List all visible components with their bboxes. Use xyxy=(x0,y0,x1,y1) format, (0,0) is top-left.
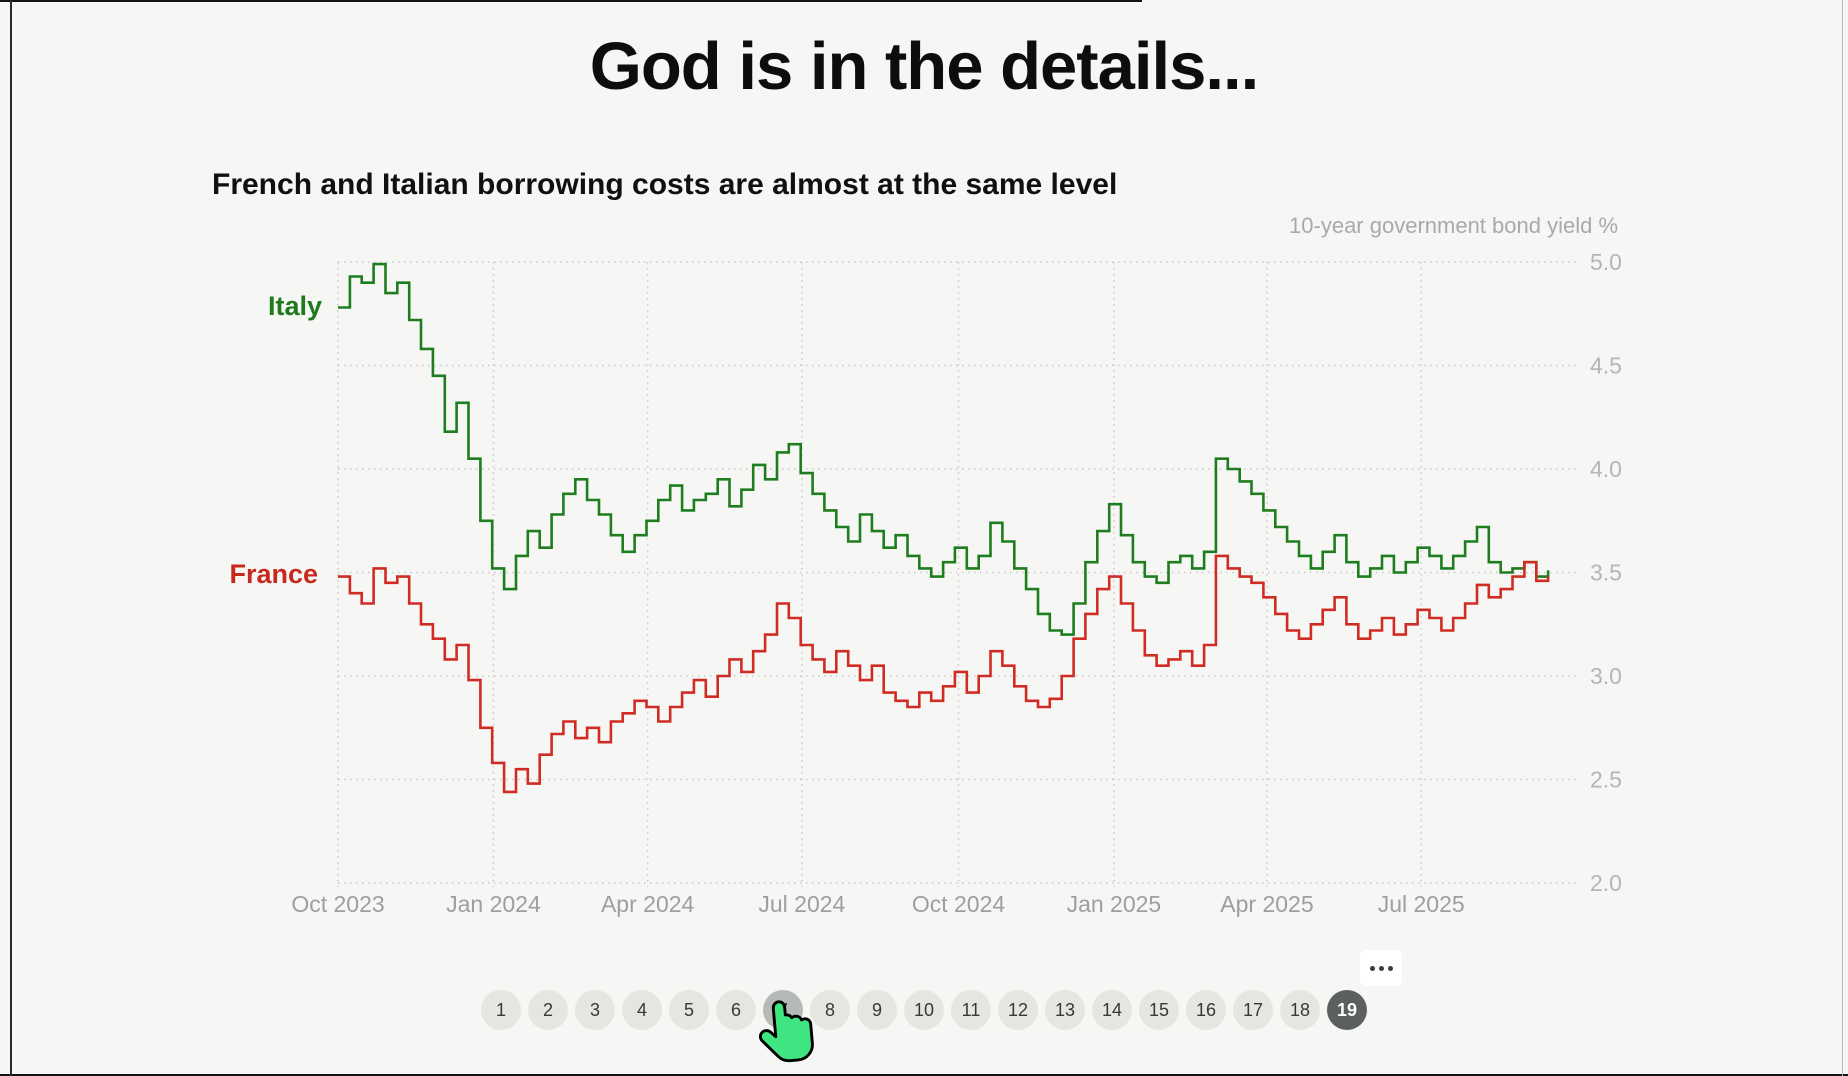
page-dot-2[interactable]: 2 xyxy=(528,990,568,1030)
page-dot-10[interactable]: 10 xyxy=(904,990,944,1030)
page-dot-6[interactable]: 6 xyxy=(716,990,756,1030)
x-tick-label: Jan 2024 xyxy=(446,891,541,917)
page-dot-1[interactable]: 1 xyxy=(481,990,521,1030)
page-dot-8[interactable]: 8 xyxy=(810,990,850,1030)
page-dot-13[interactable]: 13 xyxy=(1045,990,1085,1030)
series-line-france xyxy=(338,554,1550,794)
series-label-italy: Italy xyxy=(267,291,322,321)
ellipsis-icon xyxy=(1369,965,1393,971)
y-tick-label: 4.5 xyxy=(1590,353,1622,379)
more-options-button[interactable] xyxy=(1360,950,1402,986)
x-tick-label: Jul 2024 xyxy=(758,891,845,917)
page-dot-3[interactable]: 3 xyxy=(575,990,615,1030)
slide-pagination: 1 2 3 4 5 6 7 8 9 10 11 12 13 14 15 16 17 18 19 xyxy=(0,990,1848,1030)
x-tick-label: Apr 2024 xyxy=(601,891,695,917)
y-tick-label: 4.0 xyxy=(1590,456,1622,482)
page-dot-17[interactable]: 17 xyxy=(1233,990,1273,1030)
y-axis-title: 10-year government bond yield % xyxy=(1289,213,1618,238)
x-tick-label: Apr 2025 xyxy=(1220,891,1313,917)
page-dot-5[interactable]: 5 xyxy=(669,990,709,1030)
page-dot-4[interactable]: 4 xyxy=(622,990,662,1030)
window-border-bottom xyxy=(0,1074,1848,1076)
chart-heading: French and Italian borrowing costs are a… xyxy=(212,168,1118,201)
page-dot-12[interactable]: 12 xyxy=(998,990,1038,1030)
page-title: God is in the details... xyxy=(589,29,1259,104)
x-tick-label: Jul 2025 xyxy=(1378,891,1465,917)
window-border-left xyxy=(10,0,12,1076)
x-tick-label: Oct 2023 xyxy=(291,891,384,917)
series-line-italy xyxy=(338,262,1550,636)
y-tick-label: 2.0 xyxy=(1590,870,1622,896)
window-border-right xyxy=(1842,0,1843,1076)
x-tick-label: Jan 2025 xyxy=(1067,891,1162,917)
y-tick-label: 5.0 xyxy=(1590,249,1622,275)
page-dot-19[interactable]: 19 xyxy=(1327,990,1367,1030)
y-tick-label: 3.5 xyxy=(1590,560,1622,586)
page-dot-9[interactable]: 9 xyxy=(857,990,897,1030)
page-dot-7[interactable]: 7 xyxy=(763,990,803,1030)
page-dot-16[interactable]: 16 xyxy=(1186,990,1226,1030)
x-tick-label: Oct 2024 xyxy=(912,891,1006,917)
y-tick-label: 2.5 xyxy=(1590,767,1622,793)
window-border-top xyxy=(0,0,1142,2)
series-label-france: France xyxy=(229,559,318,589)
page-dot-14[interactable]: 14 xyxy=(1092,990,1132,1030)
page-dot-18[interactable]: 18 xyxy=(1280,990,1320,1030)
page-dot-15[interactable]: 15 xyxy=(1139,990,1179,1030)
page-dot-11[interactable]: 11 xyxy=(951,990,991,1030)
y-tick-label: 3.0 xyxy=(1590,663,1622,689)
